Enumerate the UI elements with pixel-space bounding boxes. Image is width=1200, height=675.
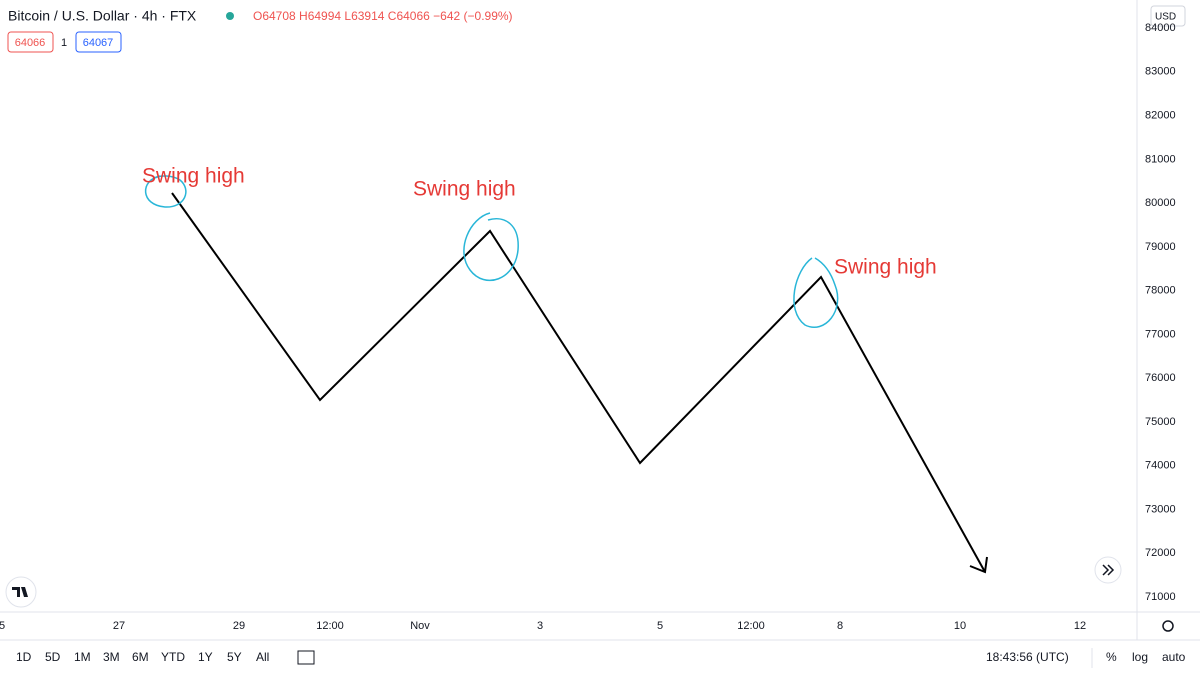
percent-toggle[interactable]: % (1106, 650, 1117, 664)
zigzag (171, 192, 986, 573)
swing-circle (463, 212, 519, 281)
y-tick-label: 83000 (1145, 66, 1176, 78)
date-range-icon[interactable] (297, 650, 315, 665)
y-tick-label: 73000 (1145, 503, 1176, 515)
y-tick-label: 82000 (1145, 109, 1176, 121)
x-tick-label: 10 (954, 620, 966, 632)
x-tick-label: 12 (1074, 620, 1086, 632)
x-tick-label: 5 (0, 620, 5, 632)
x-tick-label: 12:00 (737, 620, 765, 632)
bid-box[interactable] (7, 31, 54, 53)
y-tick-label: 76000 (1145, 372, 1176, 384)
ohlc: O64708 H64994 L63914 C64066 −642 (−0.99%… (253, 9, 513, 23)
ask-box[interactable] (75, 31, 122, 53)
y-tick-label: 77000 (1145, 328, 1176, 340)
ask[interactable]: 64067 (83, 37, 114, 49)
logo-bg[interactable] (5, 576, 37, 608)
auto-toggle[interactable]: auto (1162, 650, 1186, 664)
x-tick-label: Nov (410, 620, 430, 632)
annotation: Swing high (413, 178, 516, 201)
arrowhead (969, 556, 988, 574)
x-tick-label: 12:00 (316, 620, 344, 632)
swing-circle (793, 257, 839, 328)
currency-button[interactable] (1150, 5, 1186, 27)
y-tick-label: 75000 (1145, 416, 1176, 428)
y-tick-label: 72000 (1145, 547, 1176, 559)
status-dot (226, 12, 234, 20)
y-tick-label: 80000 (1145, 197, 1176, 209)
range-button[interactable]: 5Y (227, 650, 242, 664)
drawing (144, 175, 988, 574)
swing-circle (144, 175, 187, 208)
x-tick-label: 27 (113, 620, 125, 632)
clock: 18:43:56 (UTC) (986, 650, 1069, 664)
range-button[interactable]: 1M (74, 650, 91, 664)
y-tick-label: 81000 (1145, 153, 1176, 165)
y-tick-label: 74000 (1145, 460, 1176, 472)
range-button[interactable]: 5D (45, 650, 61, 664)
scroll-icon (1102, 564, 1115, 576)
x-tick-label: 29 (233, 620, 245, 632)
spread: 1 (61, 37, 67, 49)
range-button[interactable]: YTD (161, 650, 185, 664)
bid[interactable]: 64066 (15, 37, 46, 49)
x-tick-label: 3 (537, 620, 543, 632)
range-button[interactable]: 1D (16, 650, 32, 664)
x-tick-label: 8 (837, 620, 843, 632)
annotation: Swing high (142, 165, 245, 188)
y-tick-label: 84000 (1145, 22, 1176, 34)
range-button[interactable]: 1Y (198, 650, 213, 664)
y-tick-label: 79000 (1145, 241, 1176, 253)
annotation: Swing high (834, 256, 937, 279)
logo-mark (12, 587, 28, 597)
y-tick-label: 71000 (1145, 591, 1176, 603)
y-tick-label: 78000 (1145, 285, 1176, 297)
range-button[interactable]: 6M (132, 650, 149, 664)
range-button[interactable]: All (256, 650, 269, 664)
x-tick-label: 5 (657, 620, 663, 632)
logo[interactable] (5, 556, 1174, 632)
log-toggle[interactable]: log (1132, 650, 1148, 664)
settings-icon[interactable] (1162, 620, 1174, 632)
currency[interactable]: USD (1155, 12, 1176, 23)
range-button[interactable]: 3M (103, 650, 120, 664)
symbol[interactable]: Bitcoin / U.S. Dollar · 4h · FTX (8, 8, 197, 24)
